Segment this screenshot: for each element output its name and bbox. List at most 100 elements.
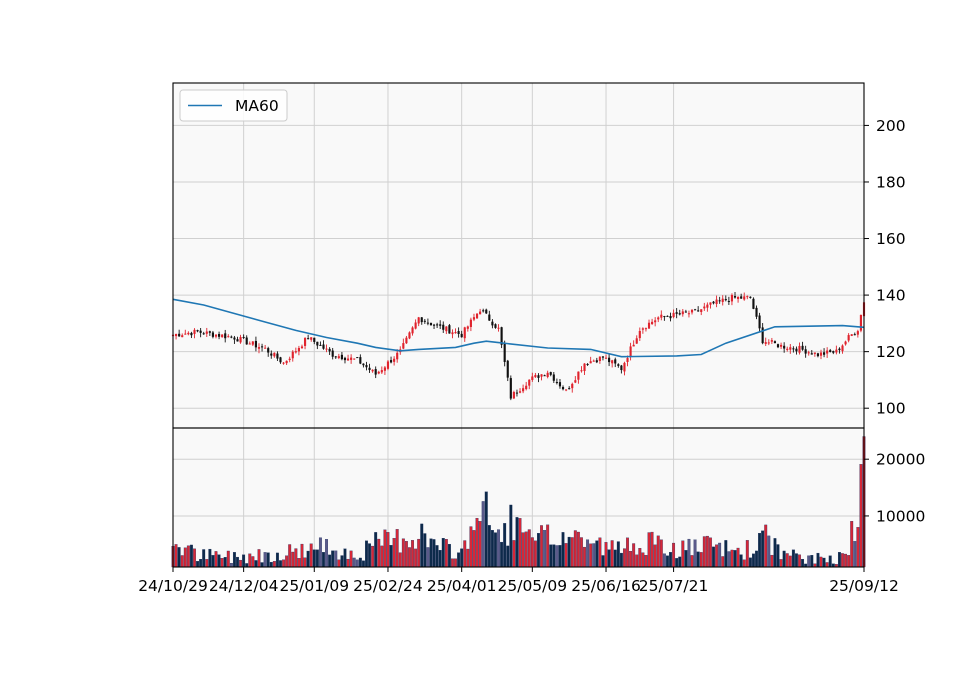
volume-bar-166 [681, 540, 685, 568]
candle-body-211 [819, 352, 823, 356]
candle-body-49 [322, 344, 325, 349]
volume-bar-102 [484, 491, 488, 568]
volume-bar-90 [447, 543, 451, 568]
volume-bar-35 [279, 560, 282, 568]
price-tick-label-5: 200 [876, 117, 906, 135]
volume-bar-88 [441, 538, 445, 568]
candle-body-26 [251, 341, 254, 345]
candle-body-131 [574, 380, 577, 383]
candle-body-76 [405, 337, 408, 344]
volume-bar-195 [770, 554, 774, 568]
volume-bar-10 [202, 549, 206, 568]
candle-body-92 [454, 332, 457, 334]
candle-body-65 [371, 369, 374, 372]
volume-bar-222 [853, 541, 857, 568]
candle-body-70 [386, 361, 390, 369]
candle-body-40 [294, 351, 297, 353]
volume-bar-208 [810, 555, 814, 568]
volume-bar-140 [601, 555, 605, 568]
volume-bar-111 [512, 540, 516, 568]
volume-bar-193 [764, 524, 768, 568]
volume-bar-25 [248, 553, 252, 568]
volume-bar-93 [457, 552, 461, 568]
volume-bar-45 [309, 543, 313, 568]
x-tick-label-5: 25/05/09 [498, 577, 568, 595]
volume-bar-19 [229, 563, 233, 568]
volume-bar-29 [260, 562, 264, 568]
candle-body-94 [460, 333, 463, 338]
volume-bar-6 [189, 544, 193, 568]
candle-body-198 [780, 344, 783, 347]
volume-bar-8 [196, 561, 200, 568]
volume-bar-57 [346, 558, 350, 568]
candle-body-141 [604, 357, 608, 359]
candle-body-191 [758, 315, 761, 329]
candle-body-201 [789, 347, 792, 350]
candle-body-219 [844, 341, 847, 345]
candle-body-120 [540, 374, 543, 377]
volume-bar-114 [521, 532, 525, 568]
candle-body-17 [224, 333, 227, 339]
volume-bar-66 [374, 532, 378, 568]
volume-bar-165 [678, 556, 682, 568]
volume-bar-60 [355, 559, 359, 568]
candle-body-159 [660, 314, 663, 318]
volume-bar-127 [561, 532, 565, 568]
volume-bar-163 [672, 542, 676, 568]
candle-body-35 [279, 357, 282, 363]
candle-body-83 [426, 322, 429, 324]
volume-bar-137 [592, 543, 596, 568]
candle-body-164 [675, 312, 678, 314]
candle-body-72 [393, 358, 396, 362]
volume-bar-40 [294, 548, 298, 568]
candle-body-3 [181, 335, 184, 338]
candle-body-5 [187, 332, 190, 335]
candle-body-32 [270, 353, 273, 356]
volume-bar-217 [837, 552, 841, 568]
candle-body-34 [276, 353, 279, 359]
volume-bar-224 [859, 464, 863, 568]
volume-bar-138 [595, 540, 599, 568]
x-tick-label-4: 25/04/01 [427, 577, 497, 595]
candle-body-96 [466, 326, 469, 329]
volume-bar-194 [767, 535, 771, 568]
x-tick-label-0: 24/10/29 [138, 577, 208, 595]
candle-body-151 [635, 338, 638, 344]
volume-bar-205 [801, 558, 805, 568]
candle-body-158 [657, 317, 660, 320]
volume-bar-141 [604, 542, 608, 568]
candle-body-80 [417, 317, 420, 324]
candle-body-152 [638, 330, 641, 339]
candle-body-215 [832, 351, 835, 353]
volume-bar-180 [724, 540, 728, 568]
volume-bar-99 [475, 517, 479, 568]
candle-body-165 [678, 313, 681, 315]
candle-body-44 [307, 338, 310, 340]
candle-body-27 [254, 340, 257, 348]
volume-bar-81 [420, 523, 424, 568]
candle-body-138 [595, 360, 598, 363]
volume-bar-131 [573, 530, 577, 568]
candle-body-135 [586, 363, 589, 365]
candle-body-156 [651, 321, 654, 325]
volume-bar-113 [518, 518, 522, 568]
candle-body-133 [580, 370, 583, 372]
candle-body-137 [592, 360, 595, 362]
candle-body-192 [761, 327, 764, 344]
volume-bar-61 [358, 557, 362, 568]
volume-bar-159 [659, 539, 663, 568]
candle-body-180 [724, 299, 727, 301]
candle-body-148 [626, 358, 629, 362]
volume-bar-153 [641, 552, 645, 568]
volume-bar-178 [718, 542, 722, 568]
volume-bar-56 [343, 548, 347, 568]
volume-bar-126 [558, 545, 562, 568]
volume-bar-92 [454, 558, 457, 568]
candlesticks [171, 291, 866, 401]
candle-body-30 [264, 347, 267, 349]
volume-bar-219 [844, 553, 848, 568]
candle-body-170 [694, 309, 697, 311]
candle-body-112 [515, 392, 519, 394]
volume-bar-64 [368, 543, 371, 568]
candle-body-103 [488, 314, 491, 321]
